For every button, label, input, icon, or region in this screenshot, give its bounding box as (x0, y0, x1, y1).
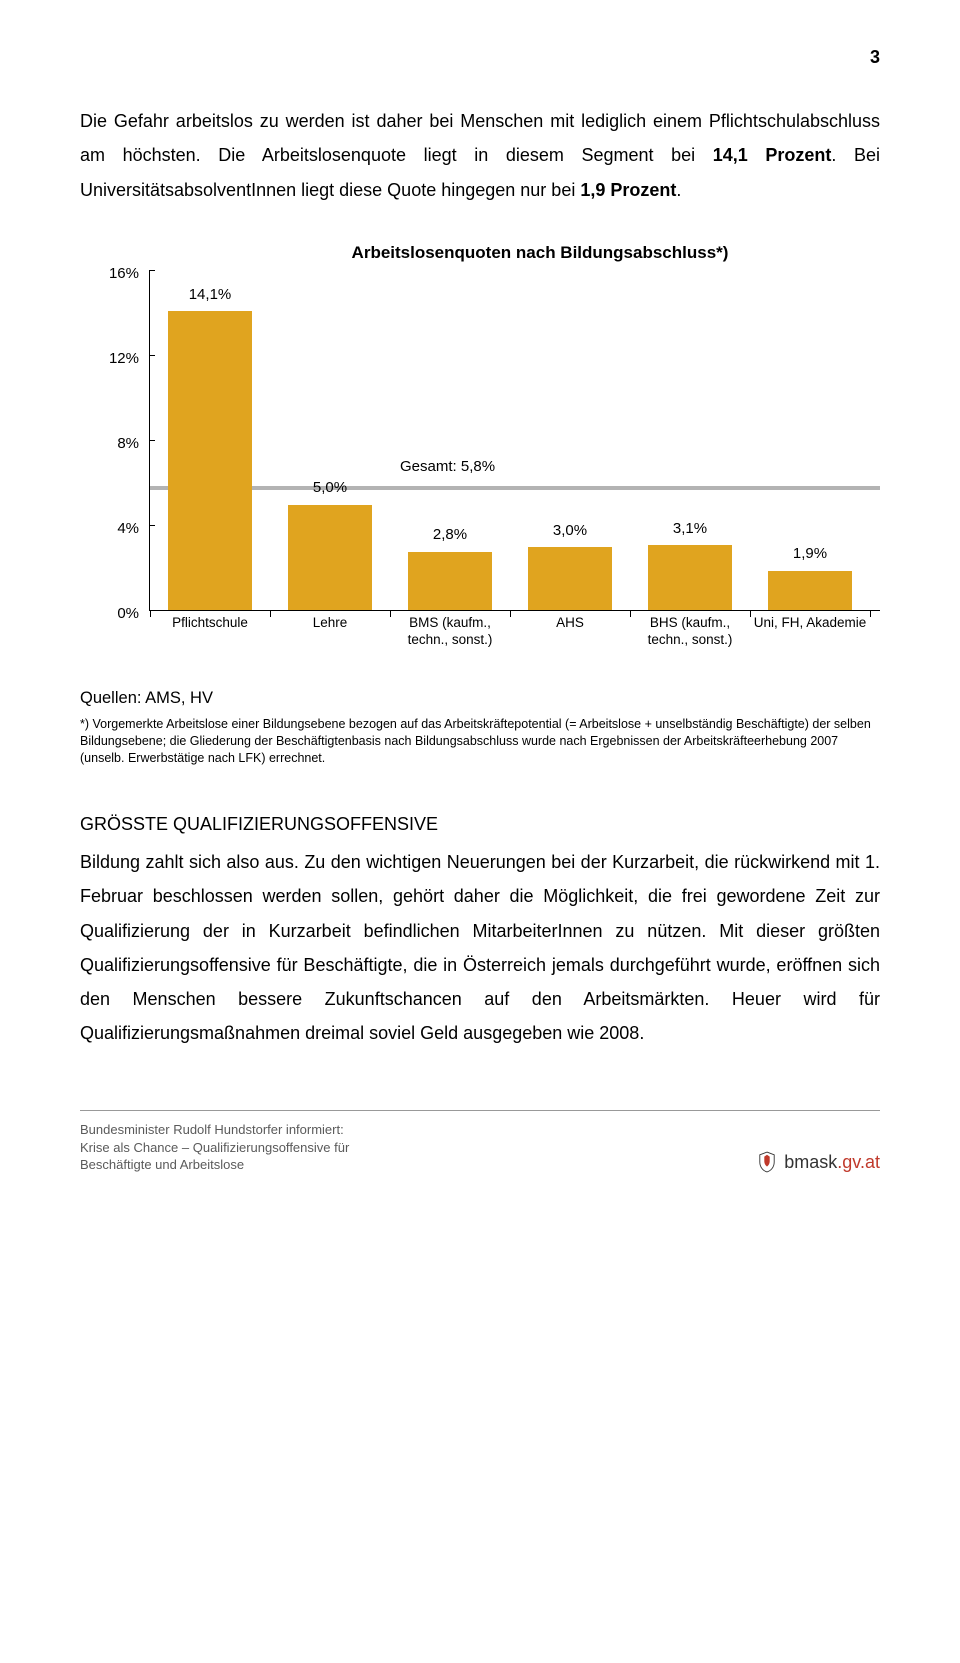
bar-rect (768, 571, 852, 611)
chart-axis-area: 0%4%8%12%16% Gesamt: 5,8%14,1%5,0%2,8%3,… (100, 271, 880, 611)
bar-rect (408, 552, 492, 612)
x-axis-label: BHS (kaufm., techn., sonst.) (630, 615, 750, 649)
footer-line-3: Beschäftigte und Arbeitslose (80, 1156, 349, 1174)
intro-bold-1: 14,1 Prozent (713, 145, 832, 165)
section-body: Bildung zahlt sich also aus. Zu den wich… (80, 845, 880, 1050)
footer-right: bmask.gv.at (758, 1150, 880, 1174)
page-number: 3 (80, 40, 880, 74)
brand-suffix: .gv.at (837, 1152, 880, 1172)
bar-column: 14,1% (150, 281, 270, 611)
chart-container: Arbeitslosenquoten nach Bildungsabschlus… (80, 237, 880, 767)
bar-column: 3,0% (510, 517, 630, 611)
footer-left: Bundesminister Rudolf Hundstorfer inform… (80, 1121, 349, 1174)
page-footer: Bundesminister Rudolf Hundstorfer inform… (80, 1110, 880, 1174)
gesamt-label: Gesamt: 5,8% (398, 453, 497, 482)
intro-post: . (676, 180, 681, 200)
bar-column: 3,1% (630, 515, 750, 611)
y-tick-label: 12% (89, 345, 139, 374)
y-tick-label: 16% (89, 260, 139, 289)
bar-value-label: 1,9% (750, 540, 870, 569)
y-tick-label: 0% (89, 600, 139, 629)
bar-value-label: 14,1% (150, 281, 270, 310)
intro-bold-2: 1,9 Prozent (580, 180, 676, 200)
chart-plot-area: Gesamt: 5,8% 14,1% 5,0%2,8%3,0%3,1%1,9% (150, 271, 880, 611)
x-axis-label: AHS (510, 615, 630, 632)
x-axis-label: Uni, FH, Akademie (750, 615, 870, 632)
coat-of-arms-icon (758, 1151, 776, 1173)
bar-value-label: 2,8% (390, 521, 510, 550)
footer-line-2: Krise als Chance – Qualifizierungsoffens… (80, 1139, 349, 1157)
bar-rect (288, 505, 372, 611)
bar-column: 5,0% (270, 474, 390, 611)
x-axis-label: BMS (kaufm., techn., sonst.) (390, 615, 510, 649)
bar-value-label: 3,0% (510, 517, 630, 546)
intro-paragraph: Die Gefahr arbeitslos zu werden ist dahe… (80, 104, 880, 207)
chart-title: Arbeitslosenquoten nach Bildungsabschlus… (200, 237, 880, 269)
x-axis-label: Lehre (270, 615, 390, 632)
brand-prefix: bmask (784, 1152, 837, 1172)
y-axis: 0%4%8%12%16% (100, 271, 150, 611)
bar-rect (648, 545, 732, 611)
y-tick-label: 8% (89, 430, 139, 459)
x-axis-label: Pflichtschule (150, 615, 270, 632)
bar-column: 1,9% (750, 540, 870, 611)
x-axis-labels: PflichtschuleLehreBMS (kaufm., techn., s… (150, 611, 880, 681)
footer-brand: bmask.gv.at (784, 1150, 880, 1174)
bar-rect (168, 311, 252, 611)
chart-sources: Quellen: AMS, HV (80, 683, 880, 714)
bar-column: 2,8% (390, 521, 510, 611)
section-heading: GRÖSSTE QUALIFIZIERUNGSOFFENSIVE (80, 807, 880, 841)
y-tick-label: 4% (89, 515, 139, 544)
footer-line-1: Bundesminister Rudolf Hundstorfer inform… (80, 1121, 349, 1139)
bar-value-label: 3,1% (630, 515, 750, 544)
chart-footnote: *) Vorgemerkte Arbeitslose einer Bildung… (80, 716, 880, 767)
bar-rect (528, 547, 612, 611)
bar-value-label: 5,0% (270, 474, 390, 503)
